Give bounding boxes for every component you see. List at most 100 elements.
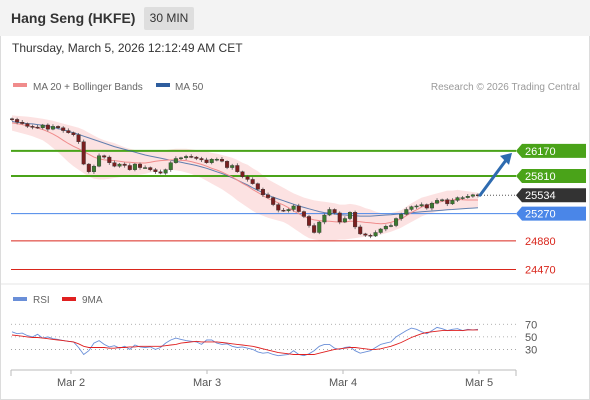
candle — [9, 117, 14, 122]
ma50-legend-swatch — [156, 83, 170, 87]
level-label-26170: 26170 — [525, 146, 556, 158]
rsi-legend-swatch — [13, 297, 27, 301]
candle — [255, 182, 260, 191]
candle — [470, 193, 475, 198]
candle — [414, 204, 419, 209]
candle — [230, 163, 235, 170]
candle — [148, 166, 153, 172]
x-tick-label: Mar 4 — [329, 377, 357, 389]
rsi-tick-50: 50 — [525, 332, 537, 344]
candle — [219, 157, 224, 163]
candle — [35, 124, 40, 129]
candle — [291, 204, 296, 212]
level-label-25810: 25810 — [525, 171, 556, 183]
candle — [286, 208, 291, 213]
candles — [9, 117, 481, 239]
level-tag-25270 — [516, 206, 586, 221]
candle — [45, 123, 50, 132]
candle — [40, 123, 45, 130]
candle — [71, 131, 76, 137]
candle — [394, 217, 399, 228]
candle — [337, 211, 342, 225]
candle — [271, 196, 276, 207]
candle — [86, 163, 91, 174]
moving-averages — [11, 121, 479, 225]
candle — [455, 196, 460, 202]
x-tick-label: Mar 3 — [193, 377, 221, 389]
x-tick-label: Mar 5 — [465, 377, 493, 389]
candle — [25, 122, 30, 128]
candle — [358, 224, 363, 235]
candle — [465, 194, 470, 199]
level-labels: 26170 25810 25534 25270 24880 24470 — [516, 143, 586, 277]
candle — [363, 232, 368, 237]
candle — [276, 202, 281, 213]
candle — [445, 198, 450, 207]
candle — [373, 230, 378, 238]
candle — [204, 157, 209, 164]
candle — [312, 223, 317, 234]
candle — [250, 177, 255, 185]
candle — [419, 202, 424, 208]
candle — [91, 164, 96, 174]
candle — [460, 195, 465, 200]
candle — [281, 207, 286, 212]
level-tag-26170 — [516, 143, 586, 158]
bollinger-band-area — [12, 115, 478, 241]
candle — [168, 161, 173, 172]
rsi-legend-label: RSI — [33, 295, 50, 306]
x-tick-label: Mar 2 — [57, 377, 85, 389]
bollinger-bands — [12, 115, 478, 241]
candle — [332, 208, 337, 215]
candle — [178, 156, 183, 161]
candle — [235, 163, 240, 173]
candle — [409, 205, 414, 212]
rsi-line — [11, 326, 479, 357]
candle — [225, 160, 230, 170]
level-label-24880: 24880 — [525, 236, 556, 248]
candle — [353, 210, 358, 230]
candle — [378, 227, 383, 235]
candle — [56, 125, 61, 130]
level-label-24470: 24470 — [525, 265, 556, 277]
candle — [107, 155, 112, 165]
candle — [97, 153, 102, 168]
forecast-arrow-head — [500, 152, 512, 165]
candle — [245, 175, 250, 182]
candle — [102, 154, 107, 159]
rsi-ma-legend-label: 9MA — [82, 295, 103, 306]
candle — [214, 157, 219, 162]
candle — [199, 156, 204, 163]
candle — [66, 128, 71, 134]
candle — [450, 198, 455, 205]
candle — [383, 224, 388, 232]
candle — [322, 213, 327, 225]
candle — [327, 207, 332, 217]
level-tag-25534 — [516, 188, 586, 203]
level-label-25270: 25270 — [525, 209, 556, 221]
candle — [307, 214, 312, 228]
rsi-ma-legend-swatch — [62, 297, 76, 301]
candle — [15, 117, 20, 125]
candle — [184, 154, 189, 160]
candle — [194, 156, 199, 161]
ma50-legend-label: MA 50 — [175, 82, 204, 93]
forecast-arrow — [478, 152, 516, 197]
level-label-25534: 25534 — [525, 190, 556, 202]
candle — [158, 169, 163, 175]
candle — [81, 139, 86, 166]
candle — [240, 170, 245, 179]
level-tag-25810 — [516, 168, 586, 183]
rsi-tick-70: 70 — [525, 319, 537, 331]
ma20-legend-label: MA 20 + Bollinger Bands — [33, 82, 143, 93]
credit-text: Research © 2026 Trading Central — [431, 82, 580, 93]
candle — [317, 220, 322, 235]
ma50-line — [11, 121, 479, 217]
interval-selector[interactable]: 30 MIN — [144, 7, 194, 30]
candle — [153, 168, 158, 174]
candle — [122, 162, 127, 168]
instrument-title: Hang Seng (HKFE) — [11, 10, 136, 26]
candle — [76, 133, 81, 144]
